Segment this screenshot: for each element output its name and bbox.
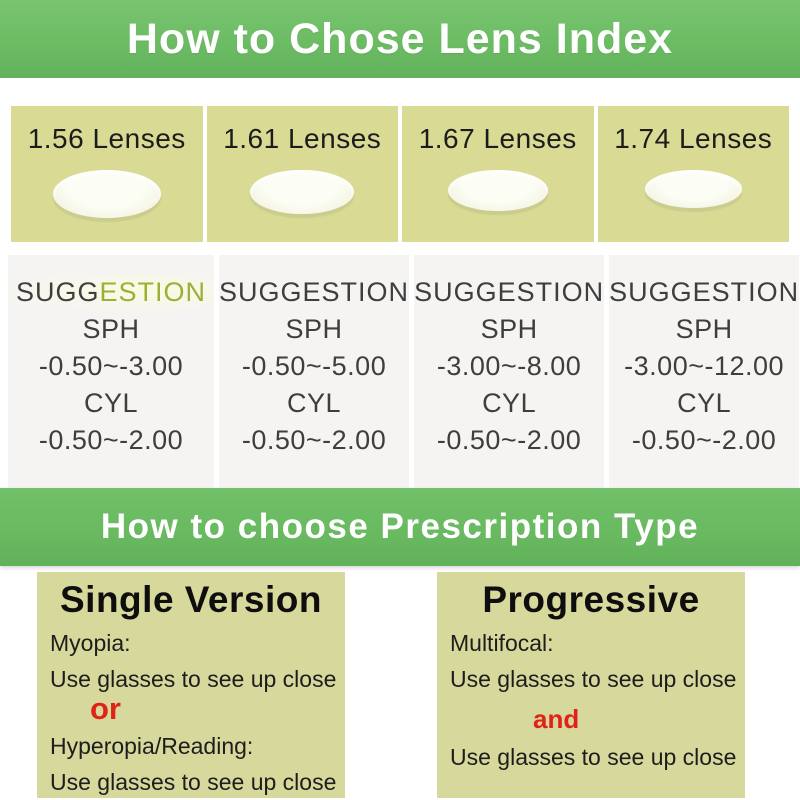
- suggestion-title: SUGGESTION: [609, 277, 800, 307]
- hyperopia-description: Use glasses to see up close: [50, 769, 337, 795]
- lens-disc-image: [250, 170, 355, 214]
- lens-index-label: 1.61 Lenses: [223, 123, 382, 154]
- multifocal-description-2: Use glasses to see up close: [450, 744, 737, 770]
- suggestion-column-156: SUGGESTION SPH -0.50~-3.00 CYL -0.50~-2.…: [8, 255, 215, 488]
- progressive-box: Progressive Multifocal: Use glasses to s…: [437, 572, 745, 798]
- prescription-type-banner: How to choose Prescription Type: [0, 488, 800, 566]
- lens-index-label: 1.67 Lenses: [418, 123, 577, 154]
- suggestion-title-part1: SUGG: [16, 277, 100, 307]
- suggestion-title: SUGGESTION: [414, 277, 605, 307]
- and-connector: and: [533, 704, 580, 734]
- suggestion-title-part2: ESTION: [99, 277, 207, 307]
- sph-label: SPH: [285, 314, 343, 344]
- prescription-banner-title: How to choose Prescription Type: [100, 507, 700, 546]
- suggestion-column-167: SUGGESTION SPH -3.00~-8.00 CYL -0.50~-2.…: [414, 255, 605, 488]
- suggestion-title: SUGGESTION: [8, 274, 215, 311]
- single-version-box: Single Version Myopia: Use glasses to se…: [37, 572, 345, 798]
- cyl-range: -0.50~-2.00: [241, 425, 387, 455]
- cyl-range: -0.50~-2.00: [436, 425, 582, 455]
- cyl-range: -0.50~-2.00: [631, 425, 777, 455]
- cyl-label: CYL: [84, 388, 139, 418]
- lens-index-label: 1.74 Lenses: [614, 123, 773, 154]
- suggestion-column-174: SUGGESTION SPH -3.00~-12.00 CYL -0.50~-2…: [609, 255, 800, 488]
- or-connector: or: [90, 691, 121, 726]
- lens-disc-image: [644, 170, 742, 208]
- lens-card-174: 1.74 Lenses: [597, 106, 789, 242]
- progressive-title: Progressive: [482, 579, 700, 620]
- myopia-description: Use glasses to see up close: [50, 666, 337, 692]
- sph-label: SPH: [82, 314, 140, 344]
- sph-range: -3.00~-8.00: [436, 351, 582, 381]
- cyl-label: CYL: [482, 388, 537, 418]
- cyl-label: CYL: [287, 388, 342, 418]
- suggestion-row: SUGGESTION SPH -0.50~-3.00 CYL -0.50~-2.…: [8, 255, 800, 488]
- lens-disc-image: [52, 170, 161, 218]
- suggestion-title: SUGGESTION: [219, 277, 410, 307]
- lens-card-161: 1.61 Lenses: [206, 106, 398, 242]
- lens-disc-image: [447, 170, 548, 211]
- single-version-title: Single Version: [60, 579, 322, 620]
- hyperopia-label: Hyperopia/Reading:: [50, 733, 254, 759]
- cyl-range: -0.50~-2.00: [38, 425, 184, 455]
- lens-card-167: 1.67 Lenses: [402, 106, 594, 242]
- lens-index-label: 1.56 Lenses: [27, 123, 186, 154]
- sph-range: -0.50~-5.00: [241, 351, 387, 381]
- sph-label: SPH: [675, 314, 733, 344]
- lens-index-banner: How to Chose Lens Index: [0, 0, 800, 78]
- page-title: How to Chose Lens Index: [126, 14, 674, 63]
- lens-cards-row: 1.56 Lenses 1.61 Lenses 1.67 Lenses 1.74…: [11, 106, 789, 242]
- suggestion-column-161: SUGGESTION SPH -0.50~-5.00 CYL -0.50~-2.…: [219, 255, 410, 488]
- sph-range: -0.50~-3.00: [38, 351, 184, 381]
- sph-label: SPH: [480, 314, 538, 344]
- lens-card-156: 1.56 Lenses: [11, 106, 203, 242]
- sph-range: -3.00~-12.00: [624, 351, 785, 381]
- myopia-label: Myopia:: [50, 630, 131, 656]
- cyl-label: CYL: [677, 388, 732, 418]
- multifocal-label: Multifocal:: [450, 630, 554, 656]
- multifocal-description-1: Use glasses to see up close: [450, 666, 737, 692]
